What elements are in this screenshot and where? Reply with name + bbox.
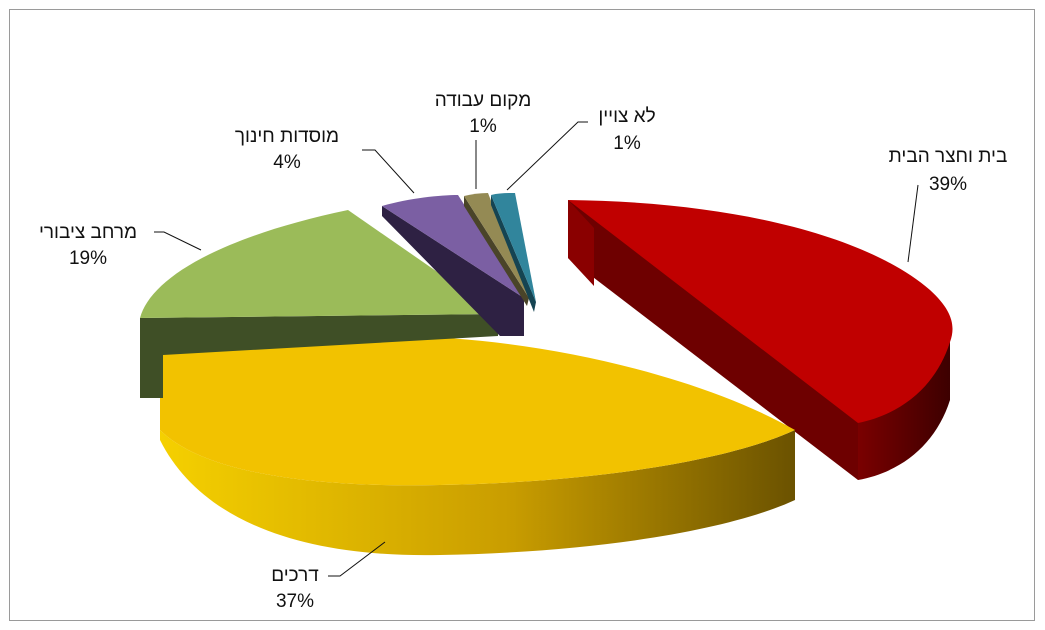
leader-roads (328, 541, 386, 577)
label-home-yard: בית וחצר הבית (889, 146, 1008, 167)
slice-public-space (140, 210, 498, 398)
leader-lines (154, 121, 919, 577)
value-not-specified: 1% (613, 133, 641, 154)
slice-home-yard (568, 200, 953, 480)
value-public-space: 19% (69, 248, 107, 269)
slice-education (382, 195, 524, 336)
slice-roads (160, 335, 795, 556)
label-public-space: מרחב ציבורי (39, 222, 137, 243)
leader-education (362, 149, 415, 194)
value-workplace: 1% (469, 116, 497, 137)
data-labels: בית וחצר הבית 39% דרכים 37% מרחב ציבורי … (39, 90, 1007, 612)
value-education: 4% (273, 152, 301, 173)
label-roads: דרכים (271, 565, 319, 586)
label-not-specified: לא צויין (598, 106, 655, 127)
label-education: מוסדות חינוך (235, 126, 339, 147)
leader-public-space (154, 231, 202, 251)
leader-not-specified (506, 121, 588, 191)
slice-not-specified (491, 193, 536, 312)
value-roads: 37% (276, 591, 314, 612)
slice-workplace (464, 193, 529, 306)
value-home-yard: 39% (929, 174, 967, 195)
label-workplace: מקום עבודה (435, 90, 532, 111)
leader-home-yard (907, 184, 919, 263)
